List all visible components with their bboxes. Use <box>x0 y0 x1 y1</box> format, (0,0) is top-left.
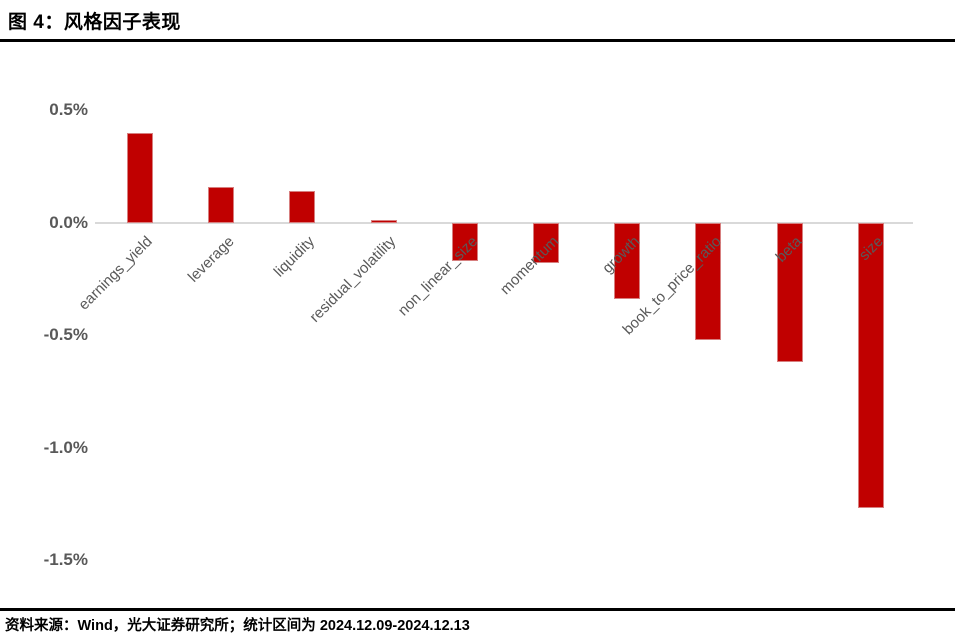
y-axis-tick-label: -1.5% <box>43 550 88 569</box>
y-axis-tick-label: 0.5% <box>49 100 88 119</box>
category-label-text: non_linear_size <box>394 233 481 320</box>
bar-residual_volatility <box>370 220 397 223</box>
bar-size <box>857 222 884 509</box>
y-axis-tick-label: -1.0% <box>43 437 88 457</box>
bar-beta <box>776 222 803 362</box>
category-label-text: leverage <box>184 233 238 286</box>
title-divider-rule <box>0 39 955 42</box>
x-axis-zero-line <box>95 222 913 224</box>
bar-momentum <box>533 222 559 263</box>
bar-book_to_price_ratio <box>695 222 722 340</box>
category-label-text: momentum <box>496 233 563 299</box>
bar-liquidity <box>289 191 316 223</box>
y-axis-tick-label: -0.5% <box>43 325 88 344</box>
bar-leverage <box>208 186 235 223</box>
category-label-text: residual_volatility <box>306 233 400 326</box>
source-note: 资料来源：Wind，光大证券研究所；统计区间为 2024.12.09-2024.… <box>5 618 470 634</box>
bar-non_linear_size <box>451 222 478 261</box>
category-label-text: liquidity <box>271 233 319 281</box>
footer-divider-rule <box>0 608 955 611</box>
y-axis-tick-label: 0.0% <box>49 212 88 232</box>
bar-growth <box>614 222 641 299</box>
chart-title: 图 4：风格因子表现 <box>8 12 181 33</box>
category-label-text: earnings_yield <box>75 233 157 314</box>
bar-earnings_yield <box>127 132 153 223</box>
